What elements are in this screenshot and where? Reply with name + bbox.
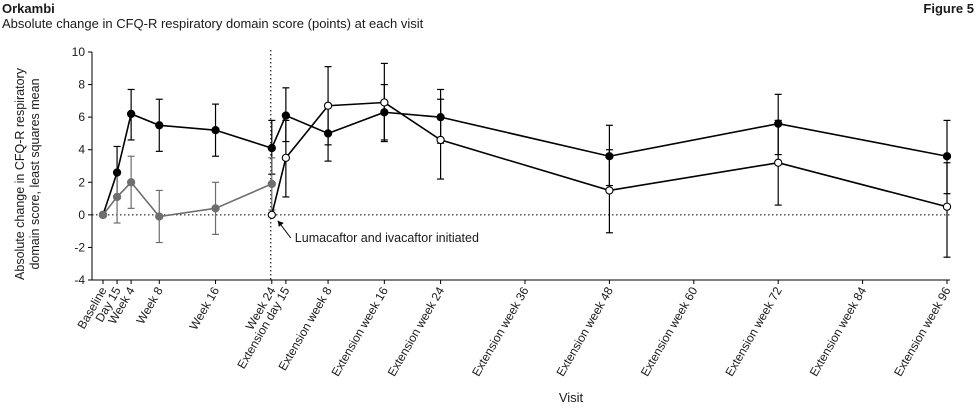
x-tick-label: Week 8 — [134, 284, 167, 326]
series-line — [102, 181, 273, 218]
data-point — [112, 192, 122, 202]
y-tick-label: -2 — [74, 240, 85, 254]
x-tick-label: Extension week 24 — [385, 284, 448, 379]
data-point — [942, 202, 952, 211]
x-tick-label: Extension week 16 — [328, 284, 391, 379]
x-tick-label: Week 16 — [186, 284, 222, 332]
data-point — [942, 152, 952, 161]
y-axis-title: Absolute change in CFQ-R respiratory — [13, 67, 27, 280]
data-point — [126, 178, 136, 187]
brand-name: Orkambi — [2, 1, 55, 16]
series-line — [271, 101, 948, 216]
y-tick-label: 2 — [78, 175, 85, 189]
data-point — [281, 111, 291, 120]
y-tick-label: -4 — [74, 273, 85, 287]
data-point — [211, 126, 220, 135]
data-point — [267, 179, 276, 189]
data-point — [267, 210, 276, 220]
y-tick-label: 4 — [78, 143, 85, 157]
series-line — [102, 111, 948, 216]
data-point — [155, 212, 164, 221]
data-point — [126, 109, 136, 119]
data-point — [281, 153, 291, 163]
x-axis-title: Visit — [559, 390, 584, 405]
data-point — [211, 204, 220, 213]
annotation-arrowhead — [277, 220, 284, 227]
x-tick-label: Extension week 48 — [554, 284, 617, 379]
data-point — [112, 168, 122, 177]
y-tick-label: 8 — [78, 78, 85, 92]
y-axis-title: domain score, least squares mean — [28, 78, 42, 269]
data-point — [774, 158, 783, 167]
y-tick-label: 10 — [72, 45, 86, 59]
x-tick-label: Extension week 36 — [469, 284, 532, 379]
figure-label: Figure 5 — [923, 1, 974, 16]
data-point — [774, 119, 783, 128]
x-tick-label: Extension week 72 — [722, 284, 785, 379]
data-point — [605, 152, 614, 161]
chart-subtitle: Absolute change in CFQ-R respiratory dom… — [2, 16, 424, 31]
data-point — [267, 143, 276, 153]
data-point — [323, 101, 333, 110]
x-tick-label: Extension week 84 — [807, 284, 870, 379]
data-point — [98, 210, 108, 220]
x-tick-label: Extension week 60 — [638, 284, 701, 379]
data-point — [605, 186, 614, 195]
y-tick-label: 6 — [78, 110, 85, 124]
data-point — [380, 98, 389, 107]
data-point — [380, 108, 389, 117]
data-point — [436, 135, 445, 145]
chart-header: Orkambi Absolute change in CFQ-R respira… — [2, 1, 423, 32]
data-point — [155, 121, 164, 130]
data-point — [323, 129, 333, 138]
y-tick-label: 0 — [78, 208, 85, 222]
annotation-text: Lumacaftor and ivacaftor initiated — [295, 231, 479, 245]
x-tick-label: Extension week 96 — [891, 284, 954, 379]
data-point — [436, 112, 445, 122]
